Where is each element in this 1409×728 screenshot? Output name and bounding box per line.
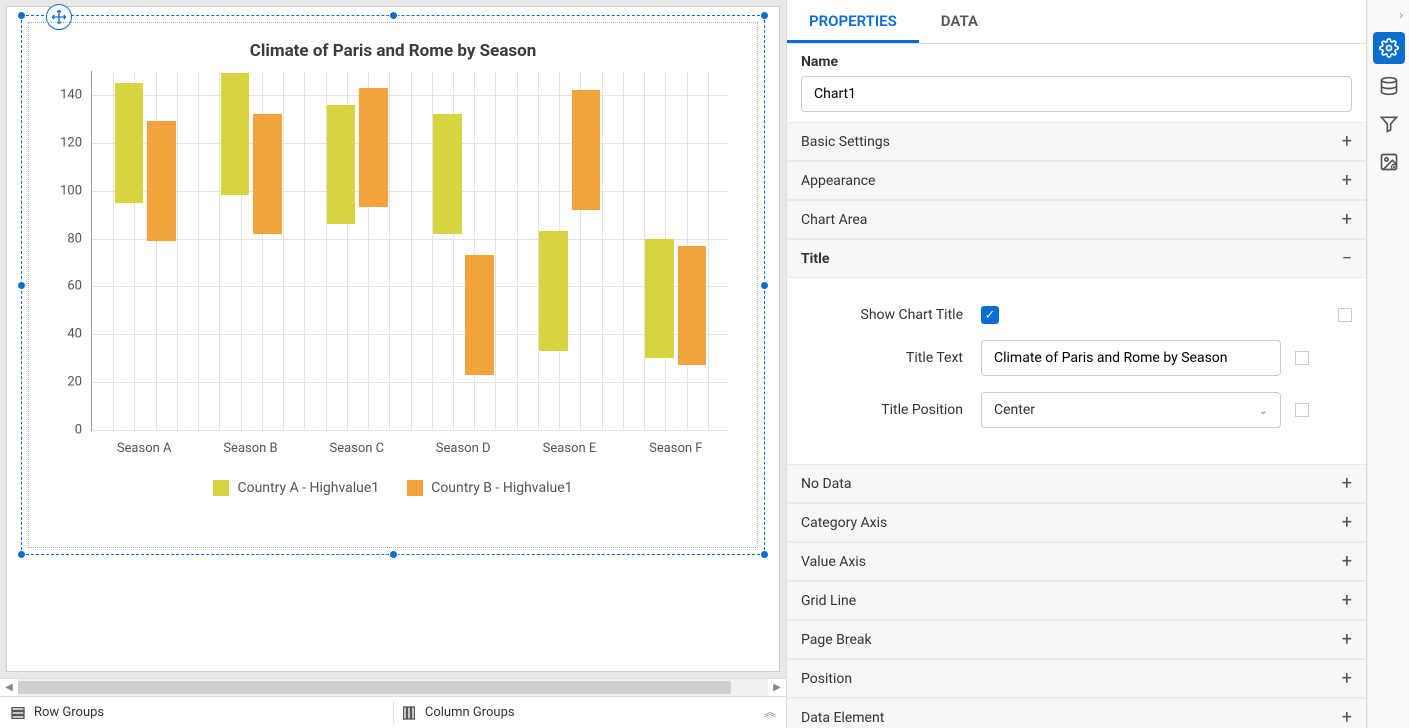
column-groups-label[interactable]: Column Groups xyxy=(425,705,515,720)
resize-handle[interactable] xyxy=(17,11,26,20)
section-page-break[interactable]: Page Break+ xyxy=(787,620,1366,659)
x-axis-label: Season A xyxy=(91,431,197,456)
data-icon[interactable] xyxy=(1373,70,1405,102)
chart-bar xyxy=(147,121,176,241)
row-groups-label[interactable]: Row Groups xyxy=(34,705,104,720)
tab-properties[interactable]: PROPERTIES xyxy=(787,0,919,43)
expand-icon: + xyxy=(1342,551,1352,572)
chart-bar xyxy=(645,239,674,359)
y-tick-label: 100 xyxy=(60,183,92,198)
section-appearance[interactable]: Appearance+ xyxy=(787,161,1366,200)
resize-handle[interactable] xyxy=(760,11,769,20)
resize-handle[interactable] xyxy=(760,550,769,559)
name-input[interactable] xyxy=(801,76,1352,112)
section-title[interactable]: Title− xyxy=(787,239,1366,278)
expand-icon: + xyxy=(1342,707,1352,728)
x-axis-label: Season E xyxy=(516,431,622,456)
expression-toggle-checkbox[interactable] xyxy=(1295,403,1309,417)
panel-tabs: PROPERTIES DATA xyxy=(787,0,1366,44)
title-position-select[interactable]: Center ⌄ xyxy=(981,392,1281,428)
collapse-groups-icon[interactable]: ︽ xyxy=(764,703,776,720)
resize-handle[interactable] xyxy=(17,281,26,290)
expand-icon: + xyxy=(1342,512,1352,533)
tab-data[interactable]: DATA xyxy=(919,0,1000,43)
chart-selection[interactable]: Climate of Paris and Rome by Season 0204… xyxy=(21,15,765,555)
y-tick-label: 120 xyxy=(60,135,92,150)
y-tick-label: 20 xyxy=(67,375,92,390)
expand-icon: + xyxy=(1342,473,1352,494)
expression-toggle-checkbox[interactable] xyxy=(1338,308,1352,322)
x-axis-label: Season D xyxy=(410,431,516,456)
section-value-axis[interactable]: Value Axis+ xyxy=(787,542,1366,581)
legend-swatch xyxy=(407,480,423,496)
chart-bar xyxy=(539,231,568,351)
legend-swatch xyxy=(213,480,229,496)
chart-title: Climate of Paris and Rome by Season xyxy=(47,41,739,61)
expand-icon: + xyxy=(1342,629,1352,650)
section-grid-line[interactable]: Grid Line+ xyxy=(787,581,1366,620)
properties-panel: PROPERTIES DATA Name Basic Settings+ App… xyxy=(786,0,1367,728)
expand-icon: + xyxy=(1342,170,1352,191)
name-label: Name xyxy=(801,54,1352,70)
y-tick-label: 60 xyxy=(67,279,92,294)
chevron-down-icon: ⌄ xyxy=(1259,404,1268,417)
y-tick-label: 80 xyxy=(67,231,92,246)
chart-bar xyxy=(359,88,388,208)
x-axis-label: Season B xyxy=(197,431,303,456)
scroll-left-icon[interactable]: ◀ xyxy=(0,679,18,696)
chart-bar xyxy=(678,246,707,366)
chart-bar xyxy=(327,105,356,225)
design-surface: Climate of Paris and Rome by Season 0204… xyxy=(0,0,786,728)
parameters-icon[interactable] xyxy=(1373,108,1405,140)
resize-handle[interactable] xyxy=(760,281,769,290)
title-text-input[interactable] xyxy=(981,340,1281,376)
title-position-label: Title Position xyxy=(801,402,981,418)
y-tick-label: 0 xyxy=(75,423,92,438)
expand-icon: + xyxy=(1342,131,1352,152)
section-chart-area[interactable]: Chart Area+ xyxy=(787,200,1366,239)
collapse-panel-icon[interactable]: › xyxy=(1393,4,1409,26)
row-groups-icon xyxy=(10,705,26,721)
chart-bar xyxy=(465,255,494,375)
legend-label: Country B - Highvalue1 xyxy=(431,480,572,496)
properties-icon[interactable] xyxy=(1373,32,1405,64)
legend-label: Country A - Highvalue1 xyxy=(237,480,379,496)
expand-icon: + xyxy=(1342,209,1352,230)
y-tick-label: 40 xyxy=(67,327,92,342)
legend-item: Country B - Highvalue1 xyxy=(407,480,572,496)
section-category-axis[interactable]: Category Axis+ xyxy=(787,503,1366,542)
scroll-right-icon[interactable]: ▶ xyxy=(768,679,786,696)
x-axis-label: Season F xyxy=(623,431,729,456)
horizontal-scrollbar[interactable]: ◀ ▶ xyxy=(0,678,786,696)
report-canvas[interactable]: Climate of Paris and Rome by Season 0204… xyxy=(6,6,780,672)
expand-icon: + xyxy=(1342,668,1352,689)
section-no-data[interactable]: No Data+ xyxy=(787,464,1366,503)
column-groups-icon xyxy=(401,705,417,721)
chart-bar xyxy=(221,73,250,195)
section-position[interactable]: Position+ xyxy=(787,659,1366,698)
right-icon-rail: › xyxy=(1367,0,1409,728)
resize-handle[interactable] xyxy=(17,550,26,559)
chart-bar xyxy=(115,83,144,203)
x-axis-label: Season C xyxy=(304,431,410,456)
show-chart-title-label: Show Chart Title xyxy=(801,307,981,323)
chart-plot-area: 020406080100120140 xyxy=(91,71,729,431)
chart-bar xyxy=(572,90,601,210)
collapse-icon: − xyxy=(1342,248,1352,269)
y-tick-label: 140 xyxy=(60,87,92,102)
chart-bar xyxy=(253,114,282,234)
image-manager-icon[interactable] xyxy=(1373,146,1405,178)
title-text-label: Title Text xyxy=(801,350,981,366)
expand-icon: + xyxy=(1342,590,1352,611)
resize-handle[interactable] xyxy=(389,550,398,559)
groups-bar: Row Groups Column Groups ︽ xyxy=(0,696,786,728)
section-basic-settings[interactable]: Basic Settings+ xyxy=(787,122,1366,161)
legend-item: Country A - Highvalue1 xyxy=(213,480,379,496)
section-data-element[interactable]: Data Element+ xyxy=(787,698,1366,728)
chart-bar xyxy=(433,114,462,234)
expression-toggle-checkbox[interactable] xyxy=(1295,351,1309,365)
show-chart-title-checkbox[interactable]: ✓ xyxy=(981,306,999,324)
chart-legend: Country A - Highvalue1 Country B - Highva… xyxy=(47,480,739,496)
resize-handle[interactable] xyxy=(389,11,398,20)
